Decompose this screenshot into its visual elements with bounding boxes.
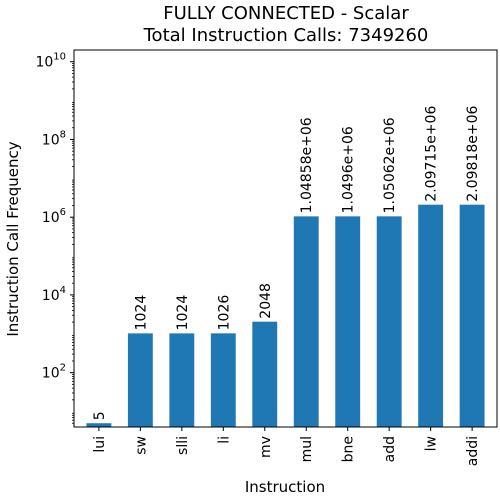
chart-subtitle: Total Instruction Calls: 7349260 [143, 25, 429, 46]
bar-value-label-lw: 2.09715e+06 [424, 106, 440, 202]
x-tick-label-addi: addi [465, 436, 481, 466]
bar-lw [418, 205, 443, 427]
y-tick-label: 102 [42, 363, 66, 382]
bar-value-label-li: 1026 [216, 295, 232, 331]
y-tick-label: 1010 [35, 52, 66, 71]
bar-slli [169, 333, 194, 427]
bar-li [211, 333, 236, 427]
y-tick-label: 108 [42, 129, 66, 148]
bar-value-label-mv: 2048 [258, 283, 274, 319]
bar-add [377, 216, 402, 427]
bar-addi [460, 205, 485, 427]
x-tick-label-slli: slli [175, 436, 191, 455]
bar-value-label-add: 1.05062e+06 [382, 117, 398, 213]
bar-value-label-addi: 2.09818e+06 [465, 106, 481, 202]
bar-value-label-mul: 1.04858e+06 [299, 117, 315, 213]
x-tick-label-bne: bne [341, 436, 357, 462]
bar-value-label-bne: 1.0496e+06 [341, 126, 357, 213]
y-tick-label: 106 [42, 207, 66, 226]
bar-value-label-slli: 1024 [175, 295, 191, 331]
y-tick-label: 104 [42, 285, 66, 304]
x-tick-label-lui: lui [92, 436, 108, 453]
x-tick-label-mv: mv [258, 436, 274, 458]
bar-mv [252, 322, 277, 427]
x-tick-label-add: add [382, 436, 398, 462]
y-axis-label: Instruction Call Frequency [4, 141, 22, 336]
x-tick-label-li: li [216, 436, 232, 444]
bar-lui [86, 423, 111, 427]
bar-bne [335, 216, 360, 427]
x-axis-label: Instruction [245, 478, 325, 496]
bar-mul [294, 216, 319, 427]
x-tick-label-sw: sw [133, 436, 149, 455]
chart-title: FULLY CONNECTED - Scalar [163, 3, 409, 24]
bar-value-label-sw: 1024 [133, 295, 149, 331]
x-tick-label-mul: mul [299, 436, 315, 462]
bar-value-label-lui: 5 [92, 411, 108, 420]
x-tick-label-lw: lw [424, 436, 440, 451]
bar-sw [128, 333, 153, 427]
